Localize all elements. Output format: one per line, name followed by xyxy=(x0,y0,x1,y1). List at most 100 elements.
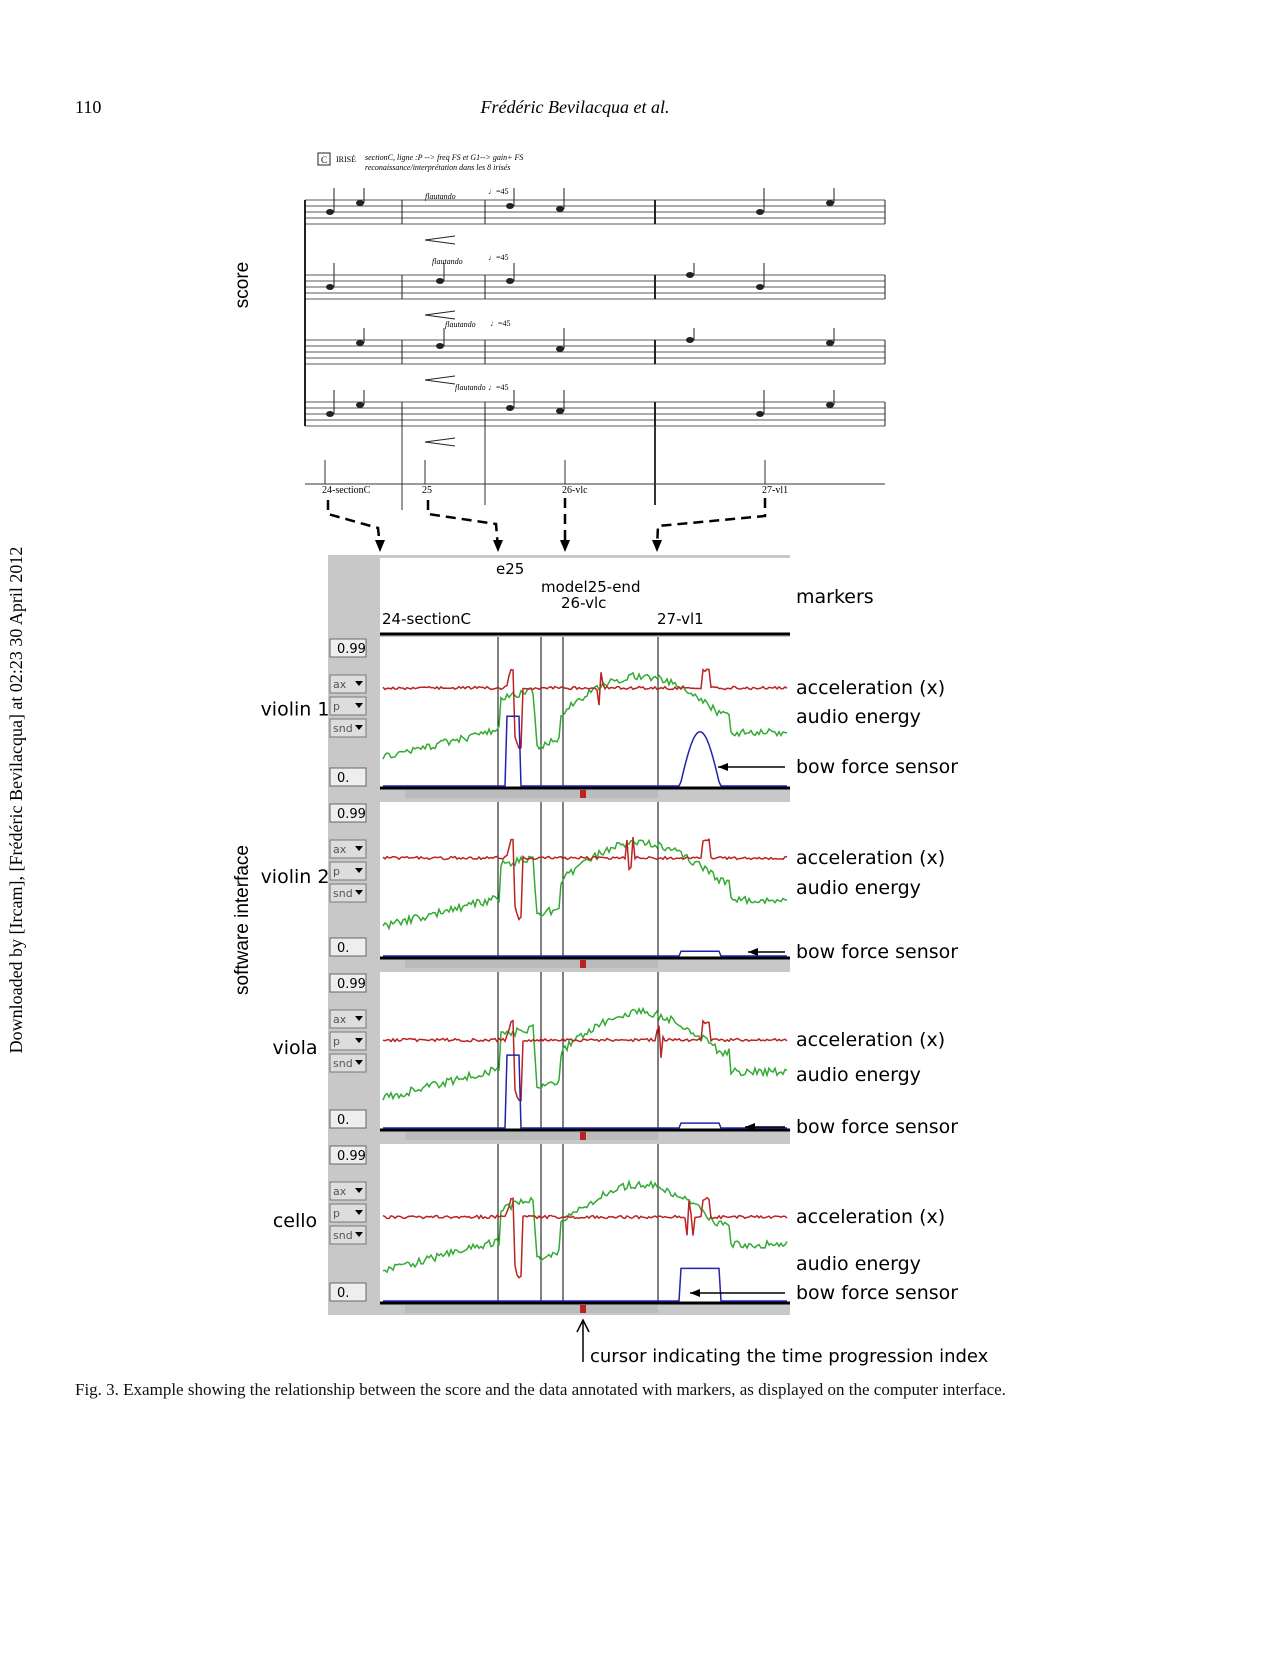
menu-arrow xyxy=(355,1188,363,1193)
menu-arrow xyxy=(355,681,363,686)
timeline xyxy=(405,1132,658,1140)
signal-label: bow force sensor xyxy=(796,1282,958,1304)
menu xyxy=(329,1181,367,1201)
track-name: violin 2 xyxy=(261,866,330,888)
notehead xyxy=(686,337,694,343)
section-label: score xyxy=(232,262,253,308)
menu-arrow xyxy=(355,1060,363,1065)
menu xyxy=(329,718,367,738)
pointer-head xyxy=(690,1289,700,1297)
acceleration xyxy=(382,837,788,921)
dashed-arrow xyxy=(655,498,767,549)
tempo: ♩=45 xyxy=(488,383,509,392)
acceleration xyxy=(382,668,788,749)
score-marker: 26-vlc xyxy=(562,485,588,496)
signal-label: acceleration (x) xyxy=(796,1029,945,1051)
menu-arrow xyxy=(355,725,363,730)
figure-caption: Fig. 3. Example showing the relationship… xyxy=(75,1380,1006,1399)
min-value: 0. xyxy=(337,941,349,956)
rehearsal-mark: C xyxy=(321,155,327,165)
min-value: 0. xyxy=(337,1113,349,1128)
audio-energy xyxy=(382,1006,788,1101)
marker-area xyxy=(380,558,790,635)
track-name: violin 1 xyxy=(261,699,330,721)
menu-arrow xyxy=(355,1232,363,1237)
menu-label: snd xyxy=(333,887,353,900)
timeline xyxy=(405,1305,658,1313)
menu-label: ax xyxy=(333,1185,347,1198)
marker-label: model25-end xyxy=(541,578,640,596)
signal-label: audio energy xyxy=(796,1253,921,1275)
plot-area xyxy=(380,637,790,788)
track-name: cello xyxy=(273,1210,317,1232)
score-instruction: sectionC, ligne :P --> freq FS et G1--> … xyxy=(365,153,523,162)
pointer-head xyxy=(718,763,728,771)
markers-label: markers xyxy=(796,586,874,608)
value-box xyxy=(329,638,367,658)
notehead xyxy=(356,340,364,346)
acceleration xyxy=(382,1196,788,1279)
menu-arrow xyxy=(355,868,363,873)
notehead xyxy=(556,408,564,414)
timeline xyxy=(405,790,658,798)
running-title: Frédéric Bevilacqua et al. xyxy=(480,97,670,117)
audio-energy xyxy=(382,671,788,760)
page-number: 110 xyxy=(75,97,101,117)
hairpin xyxy=(424,235,456,245)
arrow-head xyxy=(652,540,662,552)
hairpin xyxy=(424,375,456,385)
audio-energy xyxy=(382,838,788,931)
expression: flautando xyxy=(445,320,476,329)
menu xyxy=(329,1053,367,1073)
menu xyxy=(329,1009,367,1029)
notehead xyxy=(356,200,364,206)
signal-label: bow force sensor xyxy=(796,756,958,778)
section-name: IRISÉ xyxy=(336,154,356,164)
signal-label: audio energy xyxy=(796,1064,921,1086)
value-box xyxy=(329,1282,367,1302)
dashed-arrow xyxy=(326,500,382,549)
marker-label: 26-vlc xyxy=(561,594,606,612)
max-value: 0.99 xyxy=(337,977,366,992)
menu-label: p xyxy=(333,700,340,713)
score-marker: 27-vl1 xyxy=(762,485,788,496)
min-value: 0. xyxy=(337,1286,349,1301)
menu-label: snd xyxy=(333,1057,353,1070)
acceleration xyxy=(382,1019,788,1102)
menu xyxy=(329,1225,367,1245)
cursor-label: cursor indicating the time progression i… xyxy=(590,1346,989,1367)
bow-force xyxy=(383,1054,787,1129)
menu xyxy=(329,1203,367,1223)
signal-label: acceleration (x) xyxy=(796,1206,945,1228)
signal-label: bow force sensor xyxy=(796,941,958,963)
notehead xyxy=(506,203,514,209)
notehead xyxy=(506,278,514,284)
score-marker: 24-sectionC xyxy=(322,485,371,496)
pointer-head xyxy=(748,948,758,956)
menu xyxy=(329,1031,367,1051)
signal-label: bow force sensor xyxy=(796,1116,958,1138)
notehead xyxy=(826,340,834,346)
value-box xyxy=(329,1145,367,1165)
notehead xyxy=(556,206,564,212)
notehead xyxy=(556,346,564,352)
bow-force xyxy=(383,715,787,787)
value-box xyxy=(329,1109,367,1129)
notehead xyxy=(436,343,444,349)
dashed-arrow xyxy=(426,500,500,549)
plot-area xyxy=(380,1144,790,1303)
notehead xyxy=(826,200,834,206)
menu-arrow xyxy=(355,890,363,895)
signal-label: acceleration (x) xyxy=(796,677,945,699)
notehead xyxy=(826,402,834,408)
menu-arrow xyxy=(355,1210,363,1215)
notehead xyxy=(326,209,334,215)
menu-arrow xyxy=(355,703,363,708)
cursor xyxy=(580,1132,586,1140)
tempo: ♩=45 xyxy=(488,253,509,262)
score-marker: 25 xyxy=(422,485,432,496)
notehead xyxy=(756,411,764,417)
expression: flautando xyxy=(425,192,456,201)
max-value: 0.99 xyxy=(337,1149,366,1164)
menu-label: ax xyxy=(333,843,347,856)
